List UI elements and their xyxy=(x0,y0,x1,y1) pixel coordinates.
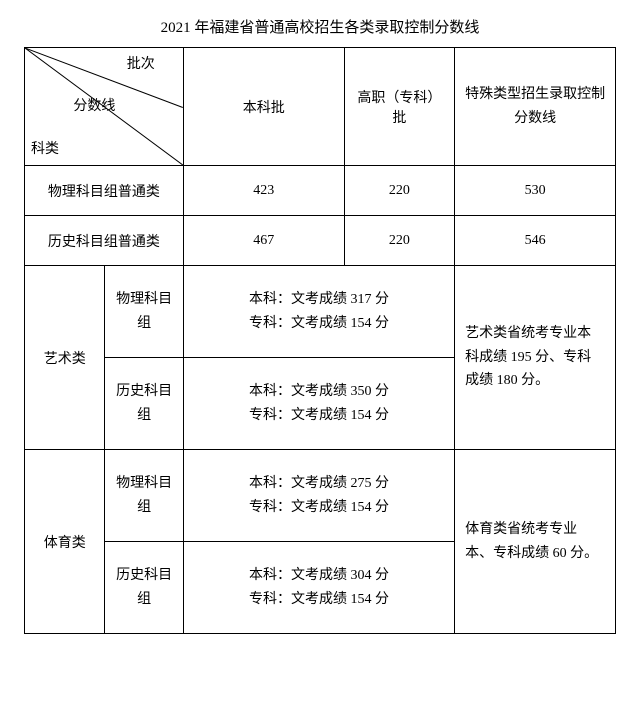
sport-history-line2: 专科：文考成绩 154 分 xyxy=(190,588,448,612)
label-history-normal: 历史科目组普通类 xyxy=(25,216,184,266)
diag-label-scoreline: 分数线 xyxy=(73,100,115,114)
art-physics-scores: 本科：文考成绩 317 分 专科：文考成绩 154 分 xyxy=(183,266,454,358)
history-normal-gaozhi: 220 xyxy=(344,216,455,266)
page-title: 2021 年福建省普通高校招生各类录取控制分数线 xyxy=(24,16,616,37)
art-history-line2: 专科：文考成绩 154 分 xyxy=(190,404,448,428)
sport-special: 体育类省统考专业本、专科成绩 60 分。 xyxy=(455,450,616,634)
label-sport: 体育类 xyxy=(25,450,105,634)
sport-physics-scores: 本科：文考成绩 275 分 专科：文考成绩 154 分 xyxy=(183,450,454,542)
score-table: 批次 分数线 科类 本科批 高职（专科）批 特殊类型招生录取控制分数线 物理科目… xyxy=(24,47,616,634)
sport-physics-line1: 本科：文考成绩 275 分 xyxy=(190,472,448,496)
diagonal-header-cell: 批次 分数线 科类 xyxy=(25,48,184,166)
diag-label-batch: 批次 xyxy=(127,58,155,72)
col-header-gaozhi: 高职（专科）批 xyxy=(344,48,455,166)
physics-normal-gaozhi: 220 xyxy=(344,166,455,216)
history-normal-benke: 467 xyxy=(183,216,344,266)
row-art-physics: 艺术类 物理科目组 本科：文考成绩 317 分 专科：文考成绩 154 分 艺术… xyxy=(25,266,616,358)
sport-history-scores: 本科：文考成绩 304 分 专科：文考成绩 154 分 xyxy=(183,542,454,634)
row-sport-physics: 体育类 物理科目组 本科：文考成绩 275 分 专科：文考成绩 154 分 体育… xyxy=(25,450,616,542)
label-art-physics: 物理科目组 xyxy=(105,266,183,358)
art-special: 艺术类省统考专业本科成绩 195 分、专科成绩 180 分。 xyxy=(455,266,616,450)
sport-history-line1: 本科：文考成绩 304 分 xyxy=(190,564,448,588)
art-history-scores: 本科：文考成绩 350 分 专科：文考成绩 154 分 xyxy=(183,358,454,450)
art-physics-line1: 本科：文考成绩 317 分 xyxy=(190,288,448,312)
row-history-normal: 历史科目组普通类 467 220 546 xyxy=(25,216,616,266)
history-normal-special: 546 xyxy=(455,216,616,266)
col-header-benke: 本科批 xyxy=(183,48,344,166)
col-header-special: 特殊类型招生录取控制分数线 xyxy=(455,48,616,166)
label-art-history: 历史科目组 xyxy=(105,358,183,450)
label-physics-normal: 物理科目组普通类 xyxy=(25,166,184,216)
header-row: 批次 分数线 科类 本科批 高职（专科）批 特殊类型招生录取控制分数线 xyxy=(25,48,616,166)
label-sport-history: 历史科目组 xyxy=(105,542,183,634)
label-sport-physics: 物理科目组 xyxy=(105,450,183,542)
sport-physics-line2: 专科：文考成绩 154 分 xyxy=(190,496,448,520)
physics-normal-special: 530 xyxy=(455,166,616,216)
diag-label-subject: 科类 xyxy=(31,143,59,157)
art-history-line1: 本科：文考成绩 350 分 xyxy=(190,380,448,404)
physics-normal-benke: 423 xyxy=(183,166,344,216)
row-physics-normal: 物理科目组普通类 423 220 530 xyxy=(25,166,616,216)
art-physics-line2: 专科：文考成绩 154 分 xyxy=(190,312,448,336)
label-art: 艺术类 xyxy=(25,266,105,450)
